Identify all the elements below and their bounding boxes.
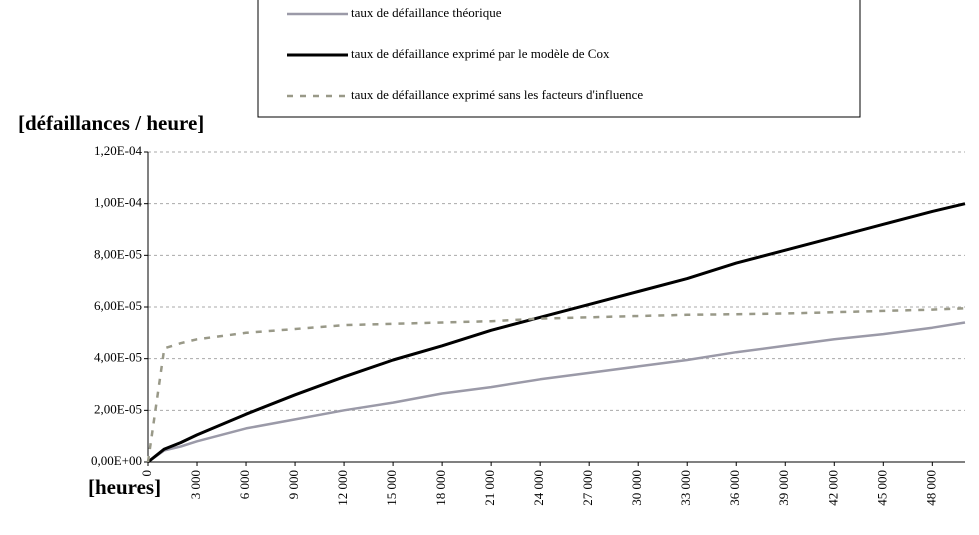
x-tick-label: 24 000	[531, 470, 546, 506]
y-tick-label: 2,00E-05	[94, 401, 142, 416]
y-tick-label: 4,00E-05	[94, 350, 142, 365]
y-tick-label: 0,00E+00	[91, 453, 142, 468]
x-tick-label: 33 000	[678, 470, 693, 506]
x-tick-label: 15 000	[384, 470, 399, 506]
legend-box	[257, 0, 861, 118]
x-tick-label: 0	[139, 470, 154, 477]
x-axis-title: [heures]	[88, 475, 161, 499]
y-tick-label: 1,00E-04	[94, 195, 143, 210]
y-tick-label: 1,20E-04	[94, 143, 143, 158]
x-tick-label: 39 000	[776, 470, 791, 506]
y-axis-title: [défaillances / heure]	[18, 111, 204, 135]
y-tick-label: 8,00E-05	[94, 246, 142, 261]
legend-label: taux de défaillance exprimé par le modèl…	[351, 46, 610, 61]
y-tick-label: 6,00E-05	[94, 298, 142, 313]
x-tick-label: 30 000	[629, 470, 644, 506]
x-tick-label: 9 000	[286, 470, 301, 499]
x-tick-label: 27 000	[580, 470, 595, 506]
x-tick-label: 18 000	[433, 470, 448, 506]
x-tick-label: 48 000	[923, 470, 938, 506]
legend-label: taux de défaillance théorique	[351, 5, 502, 20]
x-tick-label: 21 000	[482, 470, 497, 506]
x-tick-label: 12 000	[335, 470, 350, 506]
x-tick-label: 42 000	[825, 470, 840, 506]
x-tick-label: 36 000	[727, 470, 742, 506]
x-tick-label: 3 000	[188, 470, 203, 499]
series-line	[147, 321, 966, 464]
x-tick-label: 6 000	[237, 470, 252, 499]
x-tick-label: 45 000	[874, 470, 889, 506]
series-line	[146, 307, 966, 463]
series-line	[147, 202, 966, 464]
legend-label: taux de défaillance exprimé sans les fac…	[351, 87, 643, 102]
